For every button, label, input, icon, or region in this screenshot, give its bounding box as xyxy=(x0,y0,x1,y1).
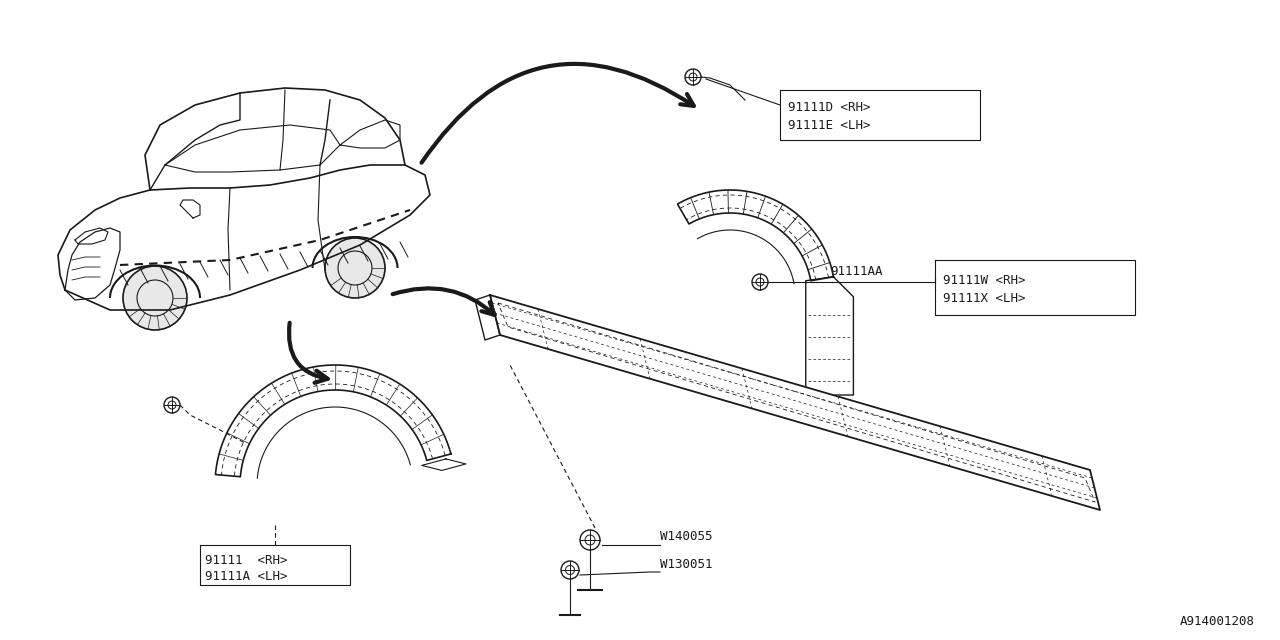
Polygon shape xyxy=(677,190,833,281)
Text: 91111X <LH>: 91111X <LH> xyxy=(943,291,1025,305)
FancyArrowPatch shape xyxy=(421,64,694,163)
Text: W140055: W140055 xyxy=(660,530,713,543)
Polygon shape xyxy=(475,295,500,340)
Polygon shape xyxy=(180,200,200,218)
Text: 91111  <RH>: 91111 <RH> xyxy=(205,554,288,568)
Circle shape xyxy=(123,266,187,330)
Text: 91111A <LH>: 91111A <LH> xyxy=(205,570,288,584)
Polygon shape xyxy=(490,295,1100,510)
Text: 91111W <RH>: 91111W <RH> xyxy=(943,273,1025,287)
Polygon shape xyxy=(805,276,854,395)
Text: A914001208: A914001208 xyxy=(1180,615,1254,628)
Text: 91111AA: 91111AA xyxy=(829,265,882,278)
Polygon shape xyxy=(215,365,451,477)
FancyArrowPatch shape xyxy=(289,323,328,383)
Circle shape xyxy=(325,238,385,298)
Text: W130051: W130051 xyxy=(660,558,713,571)
FancyArrowPatch shape xyxy=(393,289,494,315)
Text: 91111D <RH>: 91111D <RH> xyxy=(788,100,870,113)
Text: 91111E <LH>: 91111E <LH> xyxy=(788,118,870,131)
